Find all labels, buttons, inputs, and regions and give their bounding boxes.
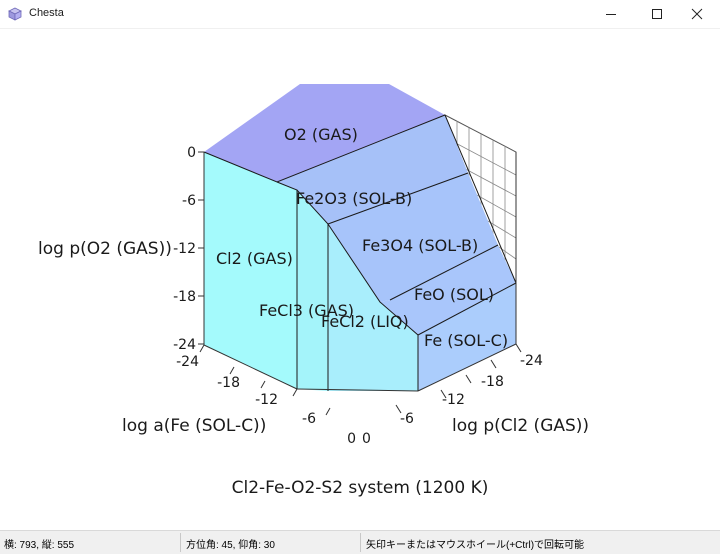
z-tick: -6: [182, 193, 196, 209]
status-bar: 横: 793, 縦: 555 方位角: 45, 仰角: 30 矢印キーまたはマウ…: [0, 530, 720, 554]
z-axis-label: log p(O2 (GAS)): [38, 239, 172, 259]
region-fecl3-gas: [297, 190, 328, 391]
maximize-icon: [652, 9, 662, 19]
plot-title: Cl2-Fe-O2-S2 system (1200 K): [232, 478, 489, 498]
region-fe3o4-sol-b: [328, 173, 498, 302]
close-button[interactable]: [674, 0, 720, 28]
maximize-button[interactable]: [634, 0, 680, 28]
z-tick: -12: [173, 241, 196, 257]
status-divider: [180, 533, 181, 552]
z-tick: 0: [187, 145, 196, 161]
x-tick: -24: [176, 354, 199, 370]
status-hint: 矢印キーまたはマウスホイール(+Ctrl)で回転可能: [366, 540, 585, 551]
region-feo-sol: [380, 245, 516, 335]
y-axis-label: log p(Cl2 (GAS)): [452, 416, 589, 436]
region-label-o2: O2 (GAS): [284, 125, 358, 144]
y-tick: -6: [400, 411, 414, 427]
axis-ticks: [198, 151, 522, 416]
close-icon: [691, 8, 703, 20]
x-tick: -12: [255, 392, 278, 408]
minimize-icon: [606, 14, 616, 15]
window-title: Chesta: [29, 7, 64, 19]
status-angles: 方位角: 45, 仰角: 30: [186, 540, 275, 551]
z-tick: -18: [173, 289, 196, 305]
x-tick: -18: [217, 375, 240, 391]
region-cl2-gas: [204, 152, 297, 389]
x-tick: -6: [302, 411, 316, 427]
region-label-feo: FeO (SOL): [414, 285, 494, 304]
z-tick: -24: [173, 337, 196, 353]
region-label-fe: Fe (SOL-C): [424, 331, 508, 350]
y-tick: -12: [442, 392, 465, 408]
predominance-diagram-3d[interactable]: 0 -6 -12 -18 -24 -24 -18 -12 -6 0 -24 -1…: [0, 28, 720, 529]
region-fe2o3-sol-b: [277, 115, 468, 224]
minimize-button[interactable]: [588, 0, 634, 28]
region-label-fe2o3: Fe2O3 (SOL-B): [296, 189, 412, 208]
region-fe-sol-c: [418, 283, 516, 391]
x-tick: 0: [347, 431, 356, 447]
x-axis-label: log a(Fe (SOL-C)): [122, 416, 266, 436]
phase-boundaries: [203, 114, 517, 391]
y-tick: -18: [481, 374, 504, 390]
region-label-fecl2: FeCl2 (LIQ): [321, 312, 409, 331]
status-divider: [360, 533, 361, 552]
plot-canvas[interactable]: 0 -6 -12 -18 -24 -24 -18 -12 -6 0 -24 -1…: [0, 28, 720, 529]
status-coords: 横: 793, 縦: 555: [4, 540, 75, 551]
y-tick: -24: [520, 353, 543, 369]
app-cube-icon: [8, 7, 22, 21]
region-label-fe3o4: Fe3O4 (SOL-B): [362, 236, 478, 255]
region-fecl2-liq: [328, 224, 418, 391]
title-bar: Chesta: [0, 0, 720, 29]
region-label-cl2: Cl2 (GAS): [216, 249, 293, 268]
region-o2-gas: [204, 84, 445, 182]
y-tick: 0: [362, 431, 371, 447]
region-label-fecl3: FeCl3 (GAS): [259, 301, 354, 320]
